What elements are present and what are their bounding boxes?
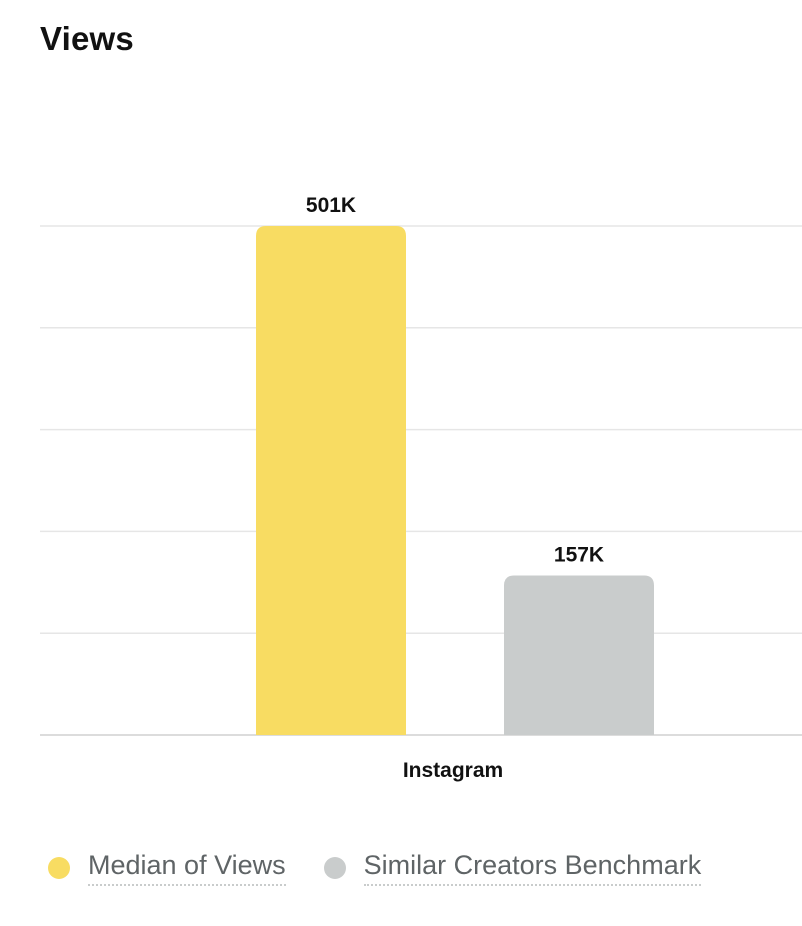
legend-item-median-views[interactable]: Median of Views xyxy=(48,850,286,886)
legend: Median of Views Similar Creators Benchma… xyxy=(48,850,739,886)
grid-lines xyxy=(40,225,802,736)
data-label: 157K xyxy=(554,543,604,566)
data-labels: 501K 157K xyxy=(306,194,604,566)
bar-median-of-views[interactable] xyxy=(256,226,406,735)
x-tick-labels: Instagram xyxy=(403,759,503,782)
bars xyxy=(256,226,654,735)
data-label: 501K xyxy=(306,194,356,217)
legend-label: Similar Creators Benchmark xyxy=(363,850,702,886)
chart-title: Views xyxy=(40,20,134,57)
legend-label: Median of Views xyxy=(88,850,286,886)
x-tick-label: Instagram xyxy=(403,759,503,782)
legend-swatch xyxy=(48,857,70,879)
bar-chart: 501K 157K Instagram xyxy=(40,194,802,782)
legend-item-benchmark[interactable]: Similar Creators Benchmark xyxy=(323,850,702,886)
legend-swatch xyxy=(323,857,346,879)
bar-similar-creators-benchmark[interactable] xyxy=(504,575,654,735)
